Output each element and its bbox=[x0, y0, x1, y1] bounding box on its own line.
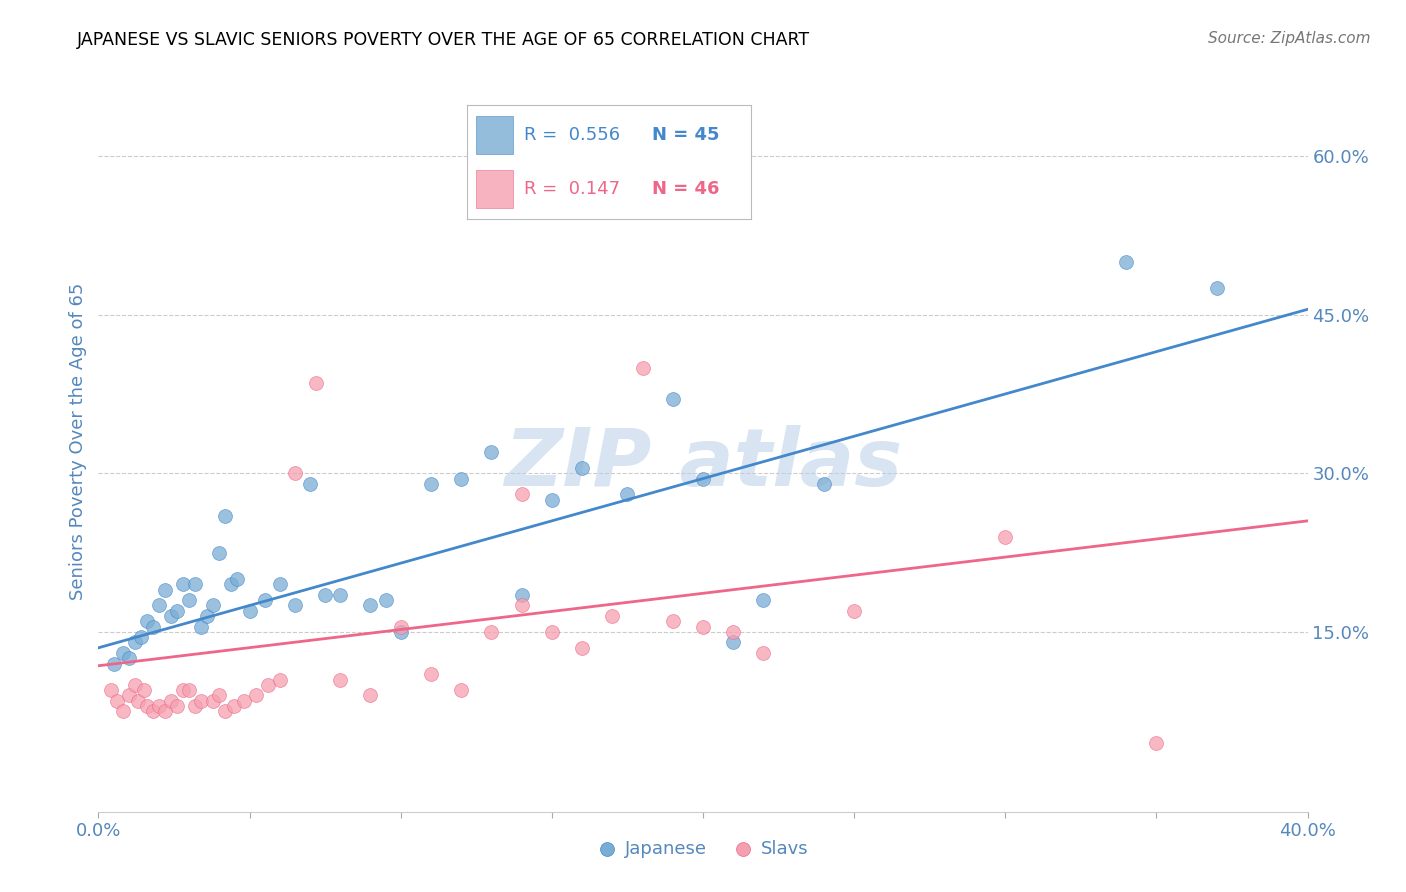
Point bbox=[224, 698, 246, 713]
Point bbox=[1206, 281, 1229, 295]
Point bbox=[142, 619, 165, 633]
Point bbox=[179, 683, 201, 698]
Point bbox=[127, 694, 149, 708]
Point bbox=[269, 673, 291, 687]
Point bbox=[284, 467, 307, 481]
Point bbox=[160, 609, 183, 624]
Point bbox=[245, 689, 267, 703]
Point bbox=[100, 683, 122, 698]
Text: ZIP atlas: ZIP atlas bbox=[503, 425, 903, 503]
Point bbox=[184, 577, 207, 591]
Text: JAPANESE VS SLAVIC SENIORS POVERTY OVER THE AGE OF 65 CORRELATION CHART: JAPANESE VS SLAVIC SENIORS POVERTY OVER … bbox=[77, 31, 810, 49]
Point bbox=[142, 704, 165, 718]
Point bbox=[481, 624, 503, 639]
Point bbox=[1115, 254, 1137, 268]
Point bbox=[172, 577, 194, 591]
Point bbox=[179, 593, 201, 607]
Point bbox=[214, 704, 236, 718]
Point bbox=[103, 657, 125, 671]
Point bbox=[616, 487, 638, 501]
Point bbox=[256, 678, 278, 692]
Point bbox=[208, 689, 231, 703]
Point bbox=[374, 593, 396, 607]
Point bbox=[540, 492, 562, 507]
Point bbox=[510, 599, 533, 613]
Point bbox=[148, 698, 170, 713]
Point bbox=[160, 694, 183, 708]
Point bbox=[299, 476, 322, 491]
Point bbox=[153, 582, 176, 597]
Point bbox=[184, 698, 207, 713]
Point bbox=[111, 704, 134, 718]
Point bbox=[661, 392, 683, 407]
Y-axis label: Seniors Poverty Over the Age of 65: Seniors Poverty Over the Age of 65 bbox=[69, 283, 87, 600]
Point bbox=[124, 678, 146, 692]
Point bbox=[239, 604, 262, 618]
Point bbox=[481, 445, 503, 459]
Point bbox=[166, 604, 188, 618]
Point bbox=[305, 376, 328, 391]
Point bbox=[148, 599, 170, 613]
Point bbox=[226, 572, 249, 586]
Point bbox=[571, 640, 593, 655]
Point bbox=[450, 472, 472, 486]
Point bbox=[540, 624, 562, 639]
Point bbox=[692, 472, 714, 486]
Point bbox=[132, 683, 155, 698]
Point bbox=[510, 487, 533, 501]
Point bbox=[135, 615, 157, 629]
Point bbox=[329, 673, 352, 687]
Point bbox=[202, 694, 225, 708]
Point bbox=[723, 635, 745, 649]
Point bbox=[752, 646, 775, 660]
Point bbox=[602, 609, 624, 624]
Point bbox=[153, 704, 176, 718]
Point bbox=[389, 624, 412, 639]
Point bbox=[360, 689, 382, 703]
Point bbox=[253, 593, 276, 607]
Point bbox=[994, 530, 1017, 544]
Point bbox=[190, 694, 212, 708]
Point bbox=[329, 588, 352, 602]
Point bbox=[195, 609, 218, 624]
Point bbox=[813, 476, 835, 491]
Point bbox=[389, 619, 412, 633]
Point bbox=[692, 619, 714, 633]
Legend: Japanese, Slavs: Japanese, Slavs bbox=[598, 840, 808, 858]
Point bbox=[284, 599, 307, 613]
Point bbox=[105, 694, 128, 708]
Point bbox=[450, 683, 472, 698]
Point bbox=[166, 698, 188, 713]
Point bbox=[1144, 736, 1167, 750]
Point bbox=[420, 476, 443, 491]
Point bbox=[124, 635, 146, 649]
Point bbox=[118, 689, 141, 703]
Point bbox=[844, 604, 866, 618]
Point bbox=[172, 683, 194, 698]
Point bbox=[661, 615, 683, 629]
Point bbox=[118, 651, 141, 665]
Point bbox=[752, 593, 775, 607]
Point bbox=[221, 577, 243, 591]
Point bbox=[420, 667, 443, 681]
Point bbox=[269, 577, 291, 591]
Point bbox=[208, 546, 231, 560]
Point bbox=[510, 588, 533, 602]
Point bbox=[232, 694, 254, 708]
Point bbox=[111, 646, 134, 660]
Point bbox=[571, 461, 593, 475]
Point bbox=[202, 599, 225, 613]
Point bbox=[190, 619, 212, 633]
Point bbox=[723, 624, 745, 639]
Point bbox=[129, 630, 152, 644]
Point bbox=[631, 360, 654, 375]
Point bbox=[214, 508, 236, 523]
Point bbox=[314, 588, 336, 602]
Point bbox=[135, 698, 157, 713]
Point bbox=[360, 599, 382, 613]
Text: Source: ZipAtlas.com: Source: ZipAtlas.com bbox=[1208, 31, 1371, 46]
